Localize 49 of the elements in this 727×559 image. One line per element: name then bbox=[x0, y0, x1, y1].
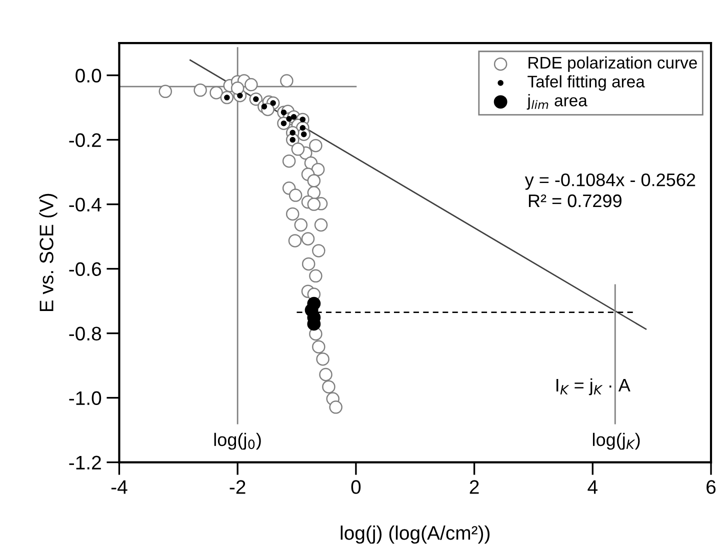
annotation: R² = 0.7299 bbox=[528, 194, 622, 208]
point bbox=[309, 138, 322, 152]
point bbox=[158, 84, 172, 98]
point bbox=[230, 82, 244, 95]
point bbox=[280, 74, 294, 88]
y-tick-label: -0.4 bbox=[69, 198, 102, 212]
point bbox=[302, 257, 316, 271]
point bbox=[194, 83, 207, 97]
point bbox=[288, 234, 302, 248]
x-tick-label: 0 bbox=[351, 480, 361, 494]
x-tick-label: 2 bbox=[470, 480, 479, 494]
y-tick-label: -1.2 bbox=[69, 456, 101, 470]
point bbox=[282, 154, 296, 168]
point bbox=[311, 162, 325, 176]
y-tick-label: -0.2 bbox=[69, 133, 101, 148]
y-axis-title: E vs. SCE (V) bbox=[39, 194, 58, 312]
annotation: log(j$_{K}$) bbox=[592, 432, 640, 450]
y-tick-label: 0.0 bbox=[76, 68, 102, 83]
annotation: I$_{K}$ = j$_{K}$ · A bbox=[556, 378, 630, 396]
point bbox=[261, 104, 268, 110]
x-tick-label: -2 bbox=[230, 480, 246, 494]
x-tick-label: 6 bbox=[706, 480, 716, 494]
point bbox=[322, 380, 336, 394]
y-tick-label: -0.6 bbox=[69, 262, 102, 276]
x-tick-label: 4 bbox=[588, 480, 598, 494]
legend-label: RDE polarization curve bbox=[528, 56, 697, 72]
x-tick-label: -4 bbox=[111, 480, 128, 494]
point bbox=[314, 218, 328, 232]
point bbox=[244, 78, 258, 92]
point bbox=[291, 142, 305, 156]
x-axis-title: log(j) (log(A/cm²)) bbox=[340, 526, 490, 544]
point bbox=[329, 400, 342, 414]
point bbox=[312, 244, 326, 258]
point bbox=[316, 352, 330, 366]
point bbox=[307, 198, 321, 211]
point bbox=[301, 232, 315, 246]
legend-label: Tafel fitting area bbox=[528, 75, 645, 91]
annotation: y = -0.1084x - 0.2562 bbox=[524, 173, 696, 190]
point bbox=[286, 207, 300, 221]
point bbox=[288, 188, 302, 202]
point bbox=[294, 218, 308, 232]
annotation: log(j$_{0}$) bbox=[214, 432, 261, 450]
point bbox=[307, 174, 321, 188]
point bbox=[319, 368, 332, 382]
point bbox=[312, 340, 326, 354]
legend-label: j$_{lim}$ area bbox=[526, 94, 588, 110]
point bbox=[309, 269, 322, 283]
y-tick-label: -0.8 bbox=[69, 326, 102, 341]
y-tick-label: -1.0 bbox=[69, 391, 102, 406]
